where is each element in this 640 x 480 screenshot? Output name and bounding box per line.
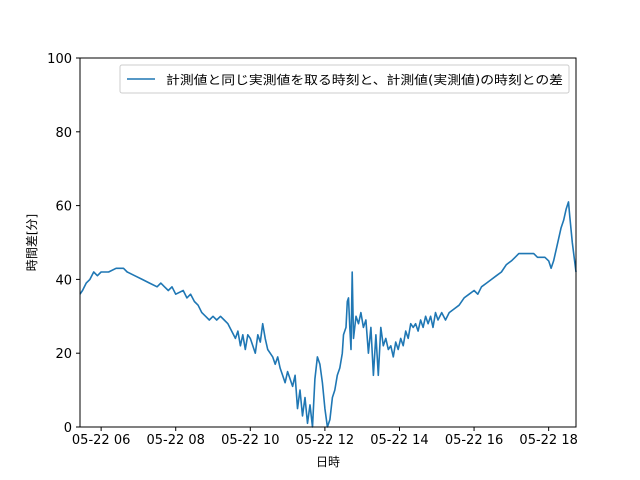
plot-area [80,58,576,427]
y-tick-label: 80 [55,126,72,141]
x-tick-label: 05-22 14 [370,433,428,448]
x-tick-label: 05-22 10 [221,433,279,448]
series-line [79,201,577,428]
y-tick-label: 0 [64,421,72,436]
y-axis: 0 20 40 60 80 100 [47,52,80,436]
x-tick-label: 05-22 08 [146,433,204,448]
y-tick-label: 40 [55,273,72,288]
x-axis: 05-22 06 05-22 08 05-22 10 05-22 12 05-22 14… [72,427,578,448]
y-tick-label: 60 [55,200,72,215]
x-tick-label: 05-22 16 [445,433,503,448]
y-tick-label: 20 [55,347,72,362]
x-tick-label: 05-22 18 [519,433,577,448]
legend-label: 計測値と同じ実測値を取る時刻と、計測値(実測値)の時刻との差 [166,72,563,87]
y-tick-label: 100 [47,52,72,67]
y-axis-label: 時間差[分] [25,214,39,271]
legend-box [119,64,570,94]
x-tick-label: 05-22 06 [72,433,130,448]
plot-frame [79,57,577,428]
x-axis-label: 日時 [316,455,340,469]
x-tick-label: 05-22 12 [296,433,354,448]
legend: 計測値と同じ実測値を取る時刻と、計測値(実測値)の時刻との差 [119,64,570,94]
